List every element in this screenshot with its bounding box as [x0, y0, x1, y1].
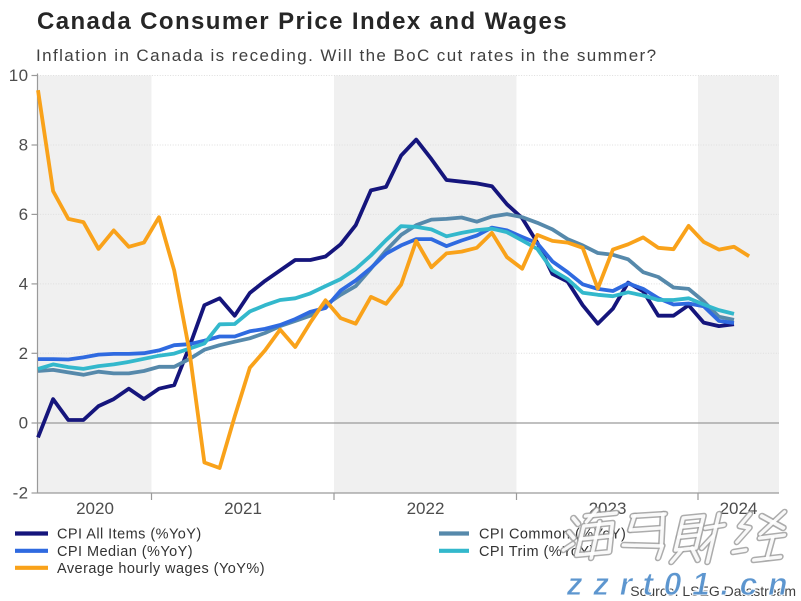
svg-text:Inflation in Canada is recedin: Inflation in Canada is receding. Will th… — [36, 46, 657, 65]
svg-text:Canada Consumer Price Index an: Canada Consumer Price Index and Wages — [37, 8, 568, 35]
svg-text:CPI All Items (%YoY): CPI All Items (%YoY) — [57, 527, 202, 543]
svg-text:8: 8 — [19, 136, 29, 155]
svg-text:Source: LSEG Datastream: Source: LSEG Datastream — [630, 583, 796, 599]
svg-text:CPI Median (%YoY): CPI Median (%YoY) — [57, 544, 193, 560]
svg-text:4: 4 — [19, 274, 29, 293]
svg-text:2022: 2022 — [407, 499, 445, 518]
svg-text:2021: 2021 — [224, 499, 262, 518]
svg-text:10: 10 — [9, 66, 29, 85]
svg-text:Average hourly wages (YoY%): Average hourly wages (YoY%) — [57, 561, 265, 577]
svg-text:2: 2 — [19, 344, 29, 363]
svg-text:2020: 2020 — [76, 499, 114, 518]
svg-text:6: 6 — [19, 205, 29, 224]
svg-text:zzrt01.cn: zzrt01.cn — [566, 566, 798, 601]
svg-text:-2: -2 — [13, 484, 29, 503]
svg-text:0: 0 — [19, 414, 29, 433]
